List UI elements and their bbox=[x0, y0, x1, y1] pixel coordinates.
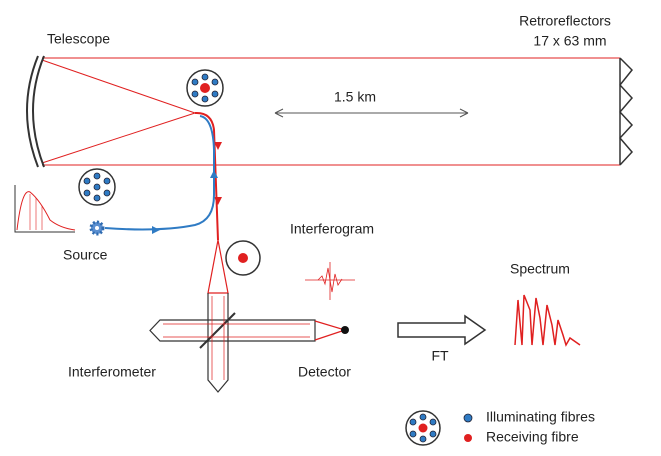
legend-dot bbox=[464, 434, 472, 442]
label: Telescope bbox=[47, 31, 110, 47]
beam bbox=[41, 57, 620, 166]
legend-label: Illuminating fibres bbox=[486, 409, 595, 425]
label: Interferogram bbox=[290, 221, 374, 237]
fibre-bundle bbox=[78, 168, 116, 206]
label: Interferometer bbox=[68, 364, 156, 380]
legend-dot bbox=[463, 413, 473, 423]
label: Source bbox=[63, 247, 108, 263]
return-fibre bbox=[194, 111, 219, 241]
detector-dot bbox=[341, 326, 349, 334]
source-spectrum bbox=[14, 185, 76, 233]
receiving-fibre-icon bbox=[225, 240, 261, 276]
label: Spectrum bbox=[510, 261, 570, 277]
legend-icon bbox=[405, 410, 441, 446]
illuminating-fibre bbox=[104, 115, 215, 231]
source-icon bbox=[89, 220, 105, 236]
label: 1.5 km bbox=[334, 89, 376, 105]
label: Detector bbox=[298, 364, 351, 380]
fibre-bundle bbox=[186, 69, 224, 107]
retroreflector bbox=[618, 57, 634, 166]
label: Retroreflectors bbox=[519, 13, 611, 29]
spectrum-plot bbox=[514, 294, 581, 347]
interferogram-plot bbox=[305, 262, 355, 300]
legend-label: Receiving fibre bbox=[486, 429, 579, 445]
mirror bbox=[26, 55, 45, 168]
ft-arrow bbox=[397, 314, 487, 346]
label: FT bbox=[431, 348, 449, 364]
label: 17 x 63 mm bbox=[533, 33, 606, 49]
distance-arrow bbox=[274, 108, 469, 118]
arrow bbox=[152, 170, 218, 234]
